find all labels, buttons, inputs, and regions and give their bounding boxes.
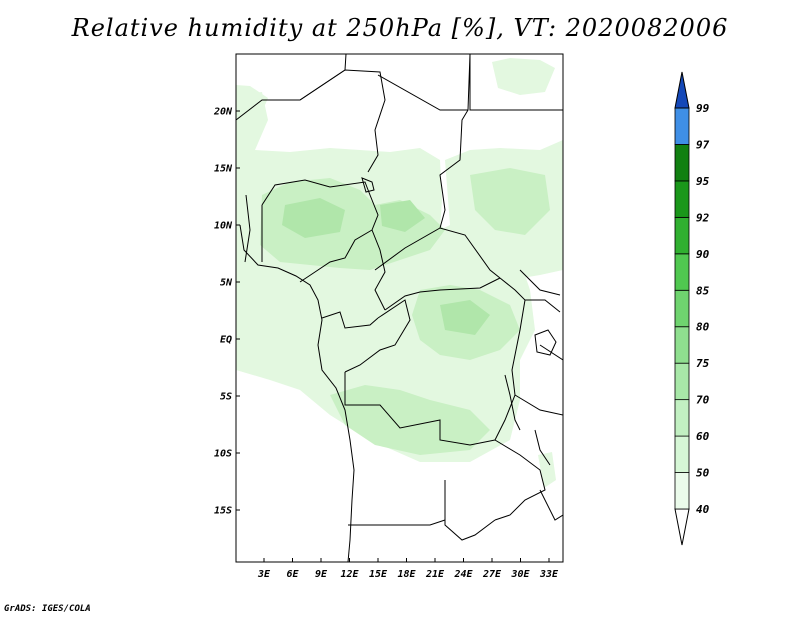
border-ethiopia bbox=[519, 269, 561, 296]
border-angola-namibia bbox=[348, 519, 446, 526]
humidity-area-north bbox=[492, 58, 555, 95]
colorbar-segment bbox=[674, 107, 690, 145]
humidity-band-angola bbox=[330, 385, 490, 455]
colorbar-segment bbox=[674, 289, 690, 328]
humidity-area-patch bbox=[236, 85, 268, 112]
lon-tick-label: 18E bbox=[397, 569, 416, 580]
longitude-axis: 3E 6E 9E 12E 15E 18E 21E 24E 27E 30E 33E bbox=[257, 558, 559, 580]
colorbar-segment bbox=[674, 472, 690, 510]
map-frame bbox=[235, 53, 564, 563]
country-borders bbox=[236, 54, 563, 562]
lon-tick-label: 3E bbox=[257, 569, 271, 580]
lon-tick-label: 27E bbox=[482, 569, 502, 580]
colorbar-level-label: 80 bbox=[696, 321, 710, 334]
border-tanzania-west bbox=[514, 394, 563, 416]
lake-tanganyika bbox=[504, 374, 521, 431]
lat-tick-label: 10S bbox=[214, 449, 232, 460]
lon-tick-label: 24E bbox=[453, 569, 473, 580]
lake-chad bbox=[361, 177, 375, 193]
lon-tick-label: 9E bbox=[315, 569, 328, 580]
colorbar-segment bbox=[674, 326, 690, 364]
colorbar-max-arrow bbox=[674, 71, 690, 109]
border-togo bbox=[244, 194, 251, 263]
border-sudan-east bbox=[469, 54, 563, 111]
colorbar-segment bbox=[674, 253, 690, 291]
lat-tick-label: EQ bbox=[220, 335, 232, 346]
lat-tick-label: 20N bbox=[213, 107, 233, 118]
lat-tick-label: 5S bbox=[220, 392, 232, 403]
border-cameroon-car bbox=[371, 229, 386, 311]
border-drc-angola bbox=[344, 372, 496, 446]
colorbar-segment bbox=[674, 144, 690, 182]
colorbar-min-arrow bbox=[674, 508, 690, 546]
lon-tick-label: 15E bbox=[369, 569, 388, 580]
lon-tick-label: 21E bbox=[425, 569, 445, 580]
border-chad-sudan bbox=[439, 109, 469, 229]
lat-tick-label: 15N bbox=[214, 164, 233, 175]
lat-tick-label: 5N bbox=[220, 278, 233, 289]
coastline-west bbox=[239, 224, 355, 562]
border-gabon bbox=[321, 311, 379, 329]
lake-victoria bbox=[534, 329, 557, 356]
border-uganda bbox=[525, 299, 561, 313]
lon-tick-label: 12E bbox=[340, 569, 359, 580]
colorbar-level-label: 75 bbox=[696, 357, 710, 370]
lake-malawi bbox=[534, 429, 551, 466]
border-algeria-niger bbox=[299, 69, 386, 173]
colorbar: 40 50 60 70 75 80 85 90 92 95 97 99 bbox=[674, 71, 710, 546]
grads-credit: GrADS: IGES/COLA bbox=[4, 604, 91, 614]
border-zambia-north bbox=[494, 439, 546, 521]
humidity-band-east bbox=[470, 168, 550, 235]
lon-tick-label: 33E bbox=[539, 569, 559, 580]
lon-tick-label: 6E bbox=[286, 569, 299, 580]
humidity-core-3 bbox=[440, 300, 490, 335]
border-niger-south bbox=[261, 179, 379, 231]
border-drc-east bbox=[494, 277, 526, 441]
colorbar-level-label: 99 bbox=[696, 102, 710, 115]
humidity-core-1 bbox=[282, 198, 345, 238]
border-nigeria-cameroon bbox=[299, 229, 373, 283]
colorbar-level-label: 40 bbox=[696, 503, 710, 516]
border-mozambique bbox=[539, 489, 563, 521]
lat-tick-label: 15S bbox=[214, 506, 232, 517]
colorbar-level-label: 90 bbox=[696, 248, 710, 261]
latitude-axis: 20N 15N 10N 5N EQ 5S 10S 15S bbox=[213, 107, 240, 517]
colorbar-segment bbox=[674, 399, 690, 437]
humidity-field bbox=[236, 58, 563, 488]
colorbar-level-label: 85 bbox=[696, 284, 710, 297]
colorbar-segment bbox=[674, 435, 690, 473]
border-car-south bbox=[384, 277, 501, 311]
border-zambia bbox=[444, 480, 496, 541]
colorbar-level-label: 97 bbox=[696, 138, 710, 151]
border-car-north bbox=[374, 227, 501, 279]
colorbar-segment bbox=[674, 216, 690, 255]
map-title: Relative humidity at 250hPa [%], VT: 202… bbox=[71, 14, 729, 42]
colorbar-segment bbox=[674, 180, 690, 218]
colorbar-segment bbox=[674, 362, 690, 401]
lon-tick-label: 30E bbox=[510, 569, 530, 580]
lat-tick-label: 10N bbox=[214, 221, 233, 232]
colorbar-level-label: 60 bbox=[696, 430, 710, 443]
border-congo bbox=[344, 299, 411, 373]
colorbar-level-label: 70 bbox=[696, 394, 710, 407]
border-niger-chad bbox=[377, 54, 471, 111]
humidity-area-south bbox=[538, 452, 556, 488]
colorbar-level-label: 95 bbox=[696, 175, 710, 188]
humidity-core-2 bbox=[380, 200, 425, 232]
colorbar-level-label: 92 bbox=[696, 211, 710, 224]
colorbar-level-label: 50 bbox=[696, 467, 710, 480]
